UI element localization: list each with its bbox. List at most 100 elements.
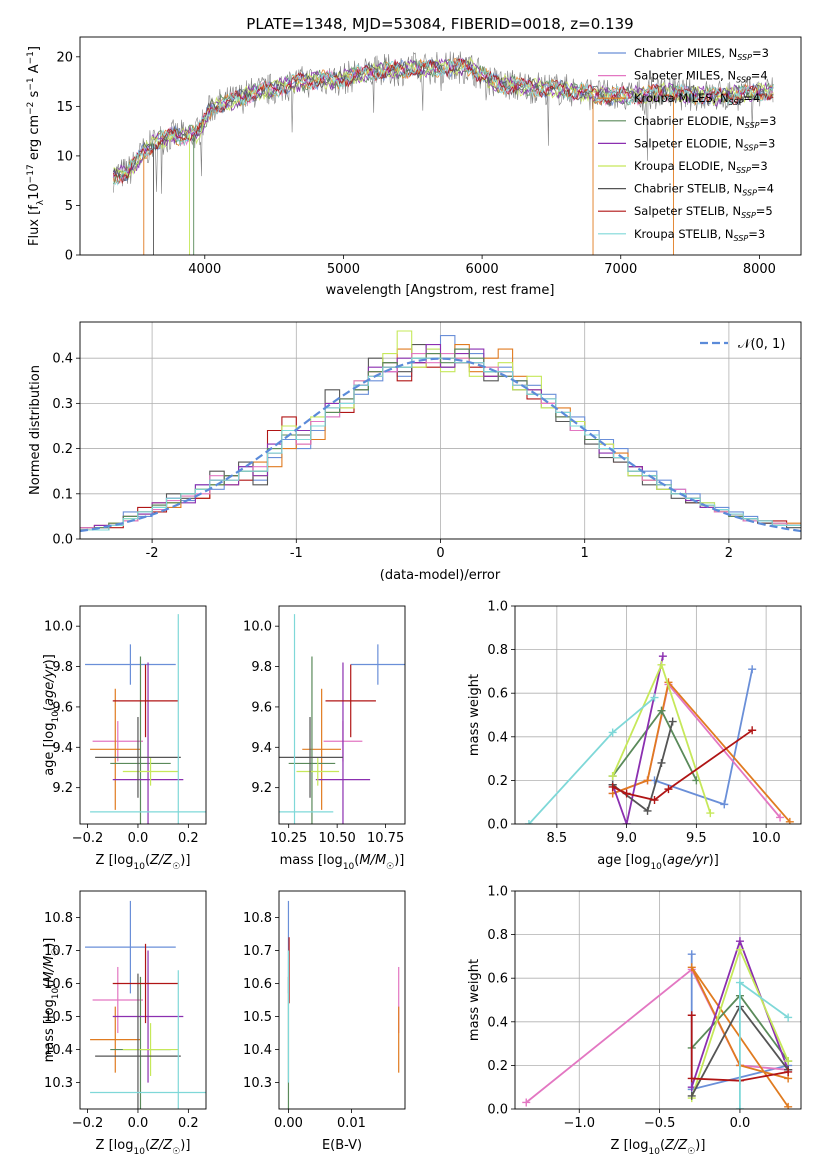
x-tick-label: 0.2 [178,831,199,846]
y-tick-label: 0.2 [487,774,508,789]
weight-marker-kroupa_stelib [784,1013,793,1022]
x-axis-label: mass [log10(M/M☉)] [280,853,405,872]
label-part: 10 [51,987,61,999]
x-tick-label: 1 [581,546,589,561]
legend-label-end: =4 [751,69,768,83]
y-tick-label: 10.8 [243,911,272,926]
y-tick-label: 10.6 [44,977,73,992]
y-tick-label: 10.7 [243,944,272,959]
y-tick-label: 0.4 [52,352,73,367]
weight-marker-salpeter_miles [522,1098,531,1107]
x-tick-label: 0.00 [274,1116,303,1131]
x-tick-label: 0 [436,546,444,561]
x-tick-label: -1 [290,546,303,561]
y-tick-label: 9.8 [52,660,73,675]
y-tick-label: 9.4 [251,741,272,756]
legend-label: Chabrier STELIB, NSSP=4 [634,182,774,198]
panel-z_vs_age: −0.2 0.0 0.29.29.49.69.810.0Z [log10(Z/Z☉)… [42,605,207,872]
x-axis-label: Z [log10(Z/Z☉)] [611,1138,706,1157]
label-part: Flux [f [27,205,42,246]
label-part: ☉ [687,1147,695,1157]
weight-marker-salpeter_elodie [658,652,667,661]
weight-marker-kroupa_elodie [706,809,715,818]
y-tick-label: 0.8 [487,928,508,943]
y-axis-label: mass weight [467,959,482,1041]
label-part: 10 [51,711,61,723]
weight-marker-salpeter_stelib [608,782,617,791]
label-part: )] [695,1138,705,1153]
label-part: )] [180,1138,190,1153]
legend-label: Kroupa ELODIE, NSSP=3 [634,159,768,175]
legend-label-normal: 𝒩(0, 1) [738,337,785,352]
y-tick-label: 0.0 [487,1103,508,1118]
label-part: Z [log [96,853,134,868]
label-part: age/yr [42,663,57,706]
label-part: 10 [133,1147,145,1157]
label-part: age [log [42,723,57,776]
legend-label-end: =5 [756,204,773,218]
weight-marker-kroupa_stelib [735,1105,744,1109]
y-tick-label: 0.4 [487,1015,508,1030]
weight-marker-chabrier_stelib [643,806,652,815]
legend-label-main: Chabrier STELIB, N [634,182,742,196]
legend-label: Chabrier ELODIE, NSSP=3 [634,114,776,130]
label-part: Z [log [96,1138,134,1153]
weight-marker-chabrier_stelib [668,717,677,726]
plot-area [287,900,400,1109]
legend-label-main: Kroupa ELODIE, N [634,159,736,173]
x-tick-label: 10.25 [270,831,307,846]
weight-marker-chabrier_miles [687,950,696,959]
x-axis-label: Z [log10(Z/Z☉)] [96,1138,191,1157]
x-tick-label: 0.0 [730,1116,751,1131]
label-part: )] [42,654,57,664]
legend-label: Kroupa MILES, NSSP=4 [634,91,760,107]
y-tick-label: 9.2 [251,781,272,796]
label-part: A [27,64,42,77]
plot-area [515,606,801,824]
legend-label-end: =4 [743,91,760,105]
weight-marker-kroupa_stelib [650,693,659,702]
x-tick-label: 10.50 [319,831,356,846]
axes-frame [514,605,802,825]
histogram-kroupa_stelib [80,357,801,531]
plot-area [85,900,206,1109]
legend-label-sub: SSP [736,166,751,175]
weight-marker-kroupa_miles [687,963,696,972]
legend-label: Kroupa STELIB, NSSP=3 [634,227,765,243]
y-tick-label: 9.8 [251,660,272,675]
model-spectrum-chabrier_elodie [112,58,774,185]
legend-label-main: Salpeter STELIB, N [634,204,741,218]
plot-area [279,614,405,824]
x-tick-label: −0.5 [644,1116,676,1131]
x-tick-label: 10.75 [367,831,404,846]
weight-marker-kroupa_elodie [608,772,617,781]
y-axis-label: mass weight [467,674,482,756]
axes-frame [278,890,406,1110]
label-part: age/yr [667,853,710,868]
weight-marker-salpeter_stelib [687,1011,696,1020]
y-axis-label: Flux [fλ10−17 erg cm−2 s−1 A−1] [26,46,46,246]
legend-label-sub: SSP [734,234,749,243]
x-tick-label: 9.5 [686,831,707,846]
label-part: ( [662,853,667,868]
y-tick-label: 9.2 [52,781,73,796]
weight-marker-chabrier_elodie [657,706,666,715]
legend-label-main: Salpeter MILES, N [634,69,736,83]
weight-marker-kroupa_stelib [735,978,744,987]
y-tick-label: 15 [56,100,73,115]
legend-label-sub: SSP [741,211,756,220]
legend-label-end: =3 [748,227,765,241]
label-part: −1 [26,77,36,90]
y-tick-label: 5 [65,199,73,214]
label-part: ( [145,1138,150,1153]
legend-label: Salpeter ELODIE, NSSP=3 [634,136,775,152]
weight-line-kroupa_elodie [611,662,712,814]
y-tick-label: 10.8 [44,911,73,926]
label-part: )] [394,853,404,868]
label-part: M/M [42,956,57,983]
y-tick-label: 10.3 [44,1076,73,1091]
label-part: ( [145,853,150,868]
label-part: 10 [133,862,145,872]
x-tick-label: 9.0 [616,831,637,846]
panel-z_vs_mass: −0.2 0.0 0.2 10.3 10.4 10.5 10.6 10.7 10.8 Z [log… [42,890,207,1157]
